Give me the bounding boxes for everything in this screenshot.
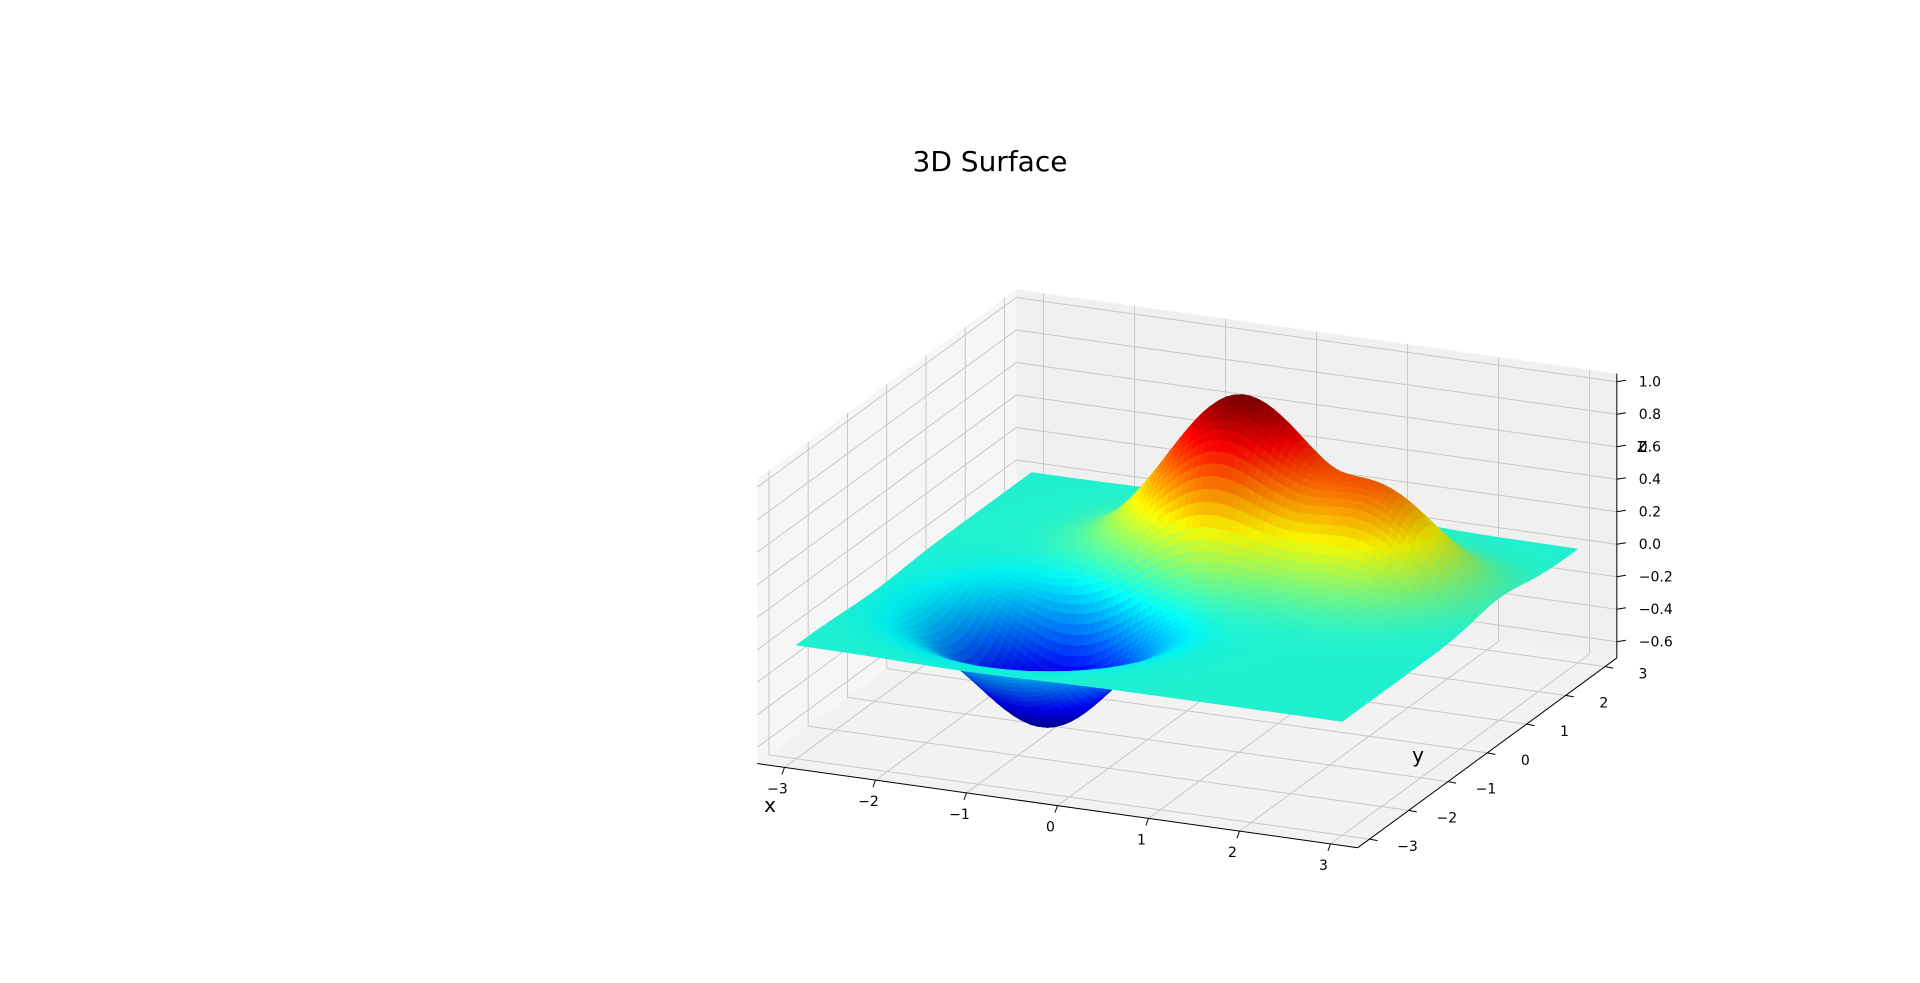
grid-line [1016,362,1617,448]
grid-line [1016,329,1617,415]
grid-line [756,297,1017,488]
grid-line [756,459,1017,651]
grid-line [847,696,1449,783]
grid-line [1016,297,1617,383]
grid-line [768,754,1370,840]
grid-line [756,362,1017,553]
grid-line [756,427,1017,618]
grid-line [808,725,1409,811]
grid-line [756,394,1017,586]
grid-line [756,329,1017,521]
grid-line [1016,394,1617,480]
surface-mesh [795,394,1579,728]
